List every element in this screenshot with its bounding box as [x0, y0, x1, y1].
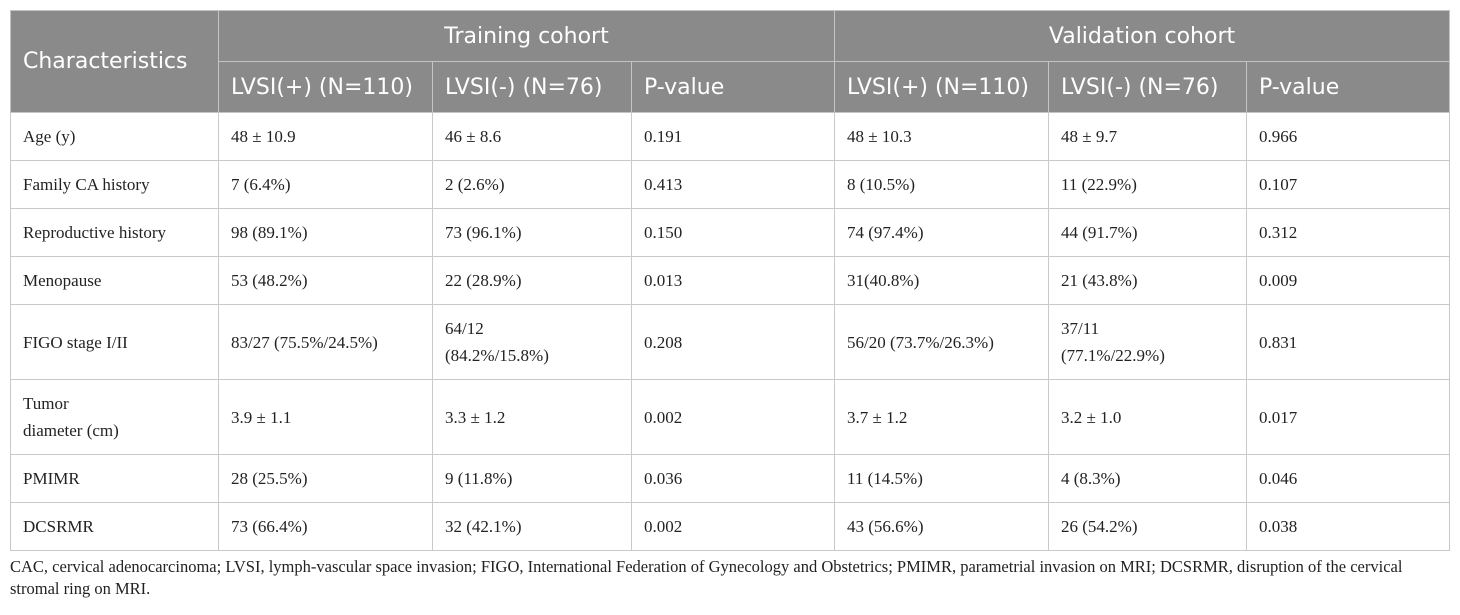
table-row: Age (y) 48 ± 10.9 46 ± 8.6 0.191 48 ± 10.3 48…	[10, 112, 1451, 161]
row-label: Age (y)	[10, 112, 219, 161]
table-cell: 56/20 (73.7%/26.3%)	[834, 304, 1050, 380]
table-cell: 48 ± 9.7	[1048, 112, 1248, 161]
table-cell: 48 ± 10.3	[834, 112, 1050, 161]
table-cell: 0.413	[630, 160, 836, 209]
table-cell: 43 (56.6%)	[834, 502, 1050, 551]
table-cell: 0.046	[1246, 454, 1451, 503]
row-label: Family CA history	[10, 160, 219, 209]
table-body: Age (y) 48 ± 10.9 46 ± 8.6 0.191 48 ± 10.3 48…	[10, 112, 1451, 551]
table-cell: 46 ± 8.6	[432, 112, 632, 161]
table-cell: 37/11 (77.1%/22.9%)	[1048, 304, 1248, 380]
table-cell: 0.208	[630, 304, 836, 380]
table-cell: 0.009	[1246, 256, 1451, 305]
table-cell: 0.017	[1246, 379, 1451, 455]
table-cell: 74 (97.4%)	[834, 208, 1050, 257]
header-validation-lvsi-neg: LVSI(-) (N=76)	[1048, 61, 1248, 113]
table-cell: 0.831	[1246, 304, 1451, 380]
table-cell: 9 (11.8%)	[432, 454, 632, 503]
table-cell: 98 (89.1%)	[218, 208, 433, 257]
table-row: PMIMR 28 (25.5%) 9 (11.8%) 0.036 11 (14.5%) 4…	[10, 454, 1451, 503]
header-training-lvsi-neg: LVSI(-) (N=76)	[432, 61, 632, 113]
header-training-lvsi-pos: LVSI(+) (N=110)	[218, 61, 433, 113]
header-characteristics: Characteristics	[10, 10, 219, 113]
table-cell: 21 (43.8%)	[1048, 256, 1248, 305]
table-cell: 3.9 ± 1.1	[218, 379, 433, 455]
table-cell: 4 (8.3%)	[1048, 454, 1248, 503]
header-validation-cohort: Validation cohort	[834, 10, 1451, 62]
table-cell: 0.002	[630, 379, 836, 455]
table-cell: 32 (42.1%)	[432, 502, 632, 551]
table-cell: 0.312	[1246, 208, 1451, 257]
table-cell: 73 (96.1%)	[432, 208, 632, 257]
table-cell: 3.2 ± 1.0	[1048, 379, 1248, 455]
table-cell: 0.036	[630, 454, 836, 503]
header-validation-lvsi-pos: LVSI(+) (N=110)	[834, 61, 1050, 113]
row-label: DCSRMR	[10, 502, 219, 551]
header-training-p-value: P-value	[630, 61, 836, 113]
table-cell: 44 (91.7%)	[1048, 208, 1248, 257]
table-row: FIGO stage I/II 83/27 (75.5%/24.5%) 64/12(…	[10, 304, 1451, 380]
table-cell: 0.150	[630, 208, 836, 257]
table-cell: 64/12 (84.2%/15.8%)	[432, 304, 632, 380]
table-cell: 0.107	[1246, 160, 1451, 209]
row-label: Menopause	[10, 256, 219, 305]
table-cell: 11 (14.5%)	[834, 454, 1050, 503]
table-cell: 8 (10.5%)	[834, 160, 1050, 209]
header-validation-p-value: P-value	[1246, 61, 1451, 113]
table-container: Characteristics Training cohort Validati…	[10, 10, 1451, 551]
table-cell: 0.191	[630, 112, 836, 161]
table-cell: 83/27 (75.5%/24.5%)	[218, 304, 433, 380]
table-cell: 11 (22.9%)	[1048, 160, 1248, 209]
table-row: Family CA history 7 (6.4%) 2 (2.6%) 0.413 8 …	[10, 160, 1451, 209]
table-cell: 0.002	[630, 502, 836, 551]
table-cell: 3.7 ± 1.2	[834, 379, 1050, 455]
table-cell: 73 (66.4%)	[218, 502, 433, 551]
table-cell: 53 (48.2%)	[218, 256, 433, 305]
table-cell: 2 (2.6%)	[432, 160, 632, 209]
table-cell: 28 (25.5%)	[218, 454, 433, 503]
table-row: Reproductive history 98 (89.1%) 73 (96.1%)…	[10, 208, 1451, 257]
characteristics-table: Characteristics Training cohort Validati…	[10, 10, 1451, 551]
table-cell: 0.013	[630, 256, 836, 305]
header-training-cohort: Training cohort	[217, 10, 836, 62]
row-label: PMIMR	[10, 454, 219, 503]
table-cell: 22 (28.9%)	[432, 256, 632, 305]
table-cell: 26 (54.2%)	[1048, 502, 1248, 551]
footnote: CAC, cervical adenocarcinoma; LVSI, lymp…	[10, 557, 1403, 598]
table-cell: 7 (6.4%)	[218, 160, 433, 209]
table-cell: 31(40.8%)	[834, 256, 1050, 305]
row-label: Reproductive history	[10, 208, 219, 257]
table-row: Menopause 53 (48.2%) 22 (28.9%) 0.013 31(40.…	[10, 256, 1451, 305]
table-cell: 48 ± 10.9	[218, 112, 433, 161]
row-label: FIGO stage I/II	[10, 304, 219, 380]
table-cell: 0.038	[1246, 502, 1451, 551]
table-row: Tumor diameter (cm) 3.9 ± 1.1 3.3 ± 1.2 0.00…	[10, 379, 1451, 455]
table-cell: 3.3 ± 1.2	[432, 379, 632, 455]
row-label: Tumor diameter (cm)	[10, 379, 219, 455]
table-cell: 0.966	[1246, 112, 1451, 161]
table-row: DCSRMR 73 (66.4%) 32 (42.1%) 0.002 43 (56.6%…	[10, 502, 1451, 551]
